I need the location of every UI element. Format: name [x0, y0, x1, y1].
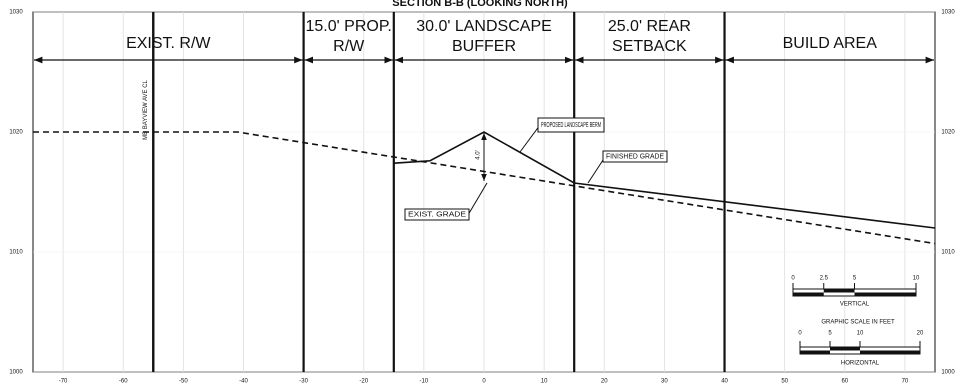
x-tick-label: 60: [841, 379, 848, 385]
scale-label: VERTICAL: [840, 302, 870, 308]
scale-label: HORIZONTAL: [841, 361, 880, 367]
scale-tick-label: 2.5: [820, 276, 829, 282]
scale-tick-label: 10: [913, 276, 920, 282]
title: SECTION B-B (LOOKING NORTH): [392, 0, 568, 9]
y-tick-label: 1030: [9, 10, 23, 16]
x-tick-label: -40: [239, 379, 248, 385]
berm-height: 4.0': [476, 150, 482, 160]
y-tick-label: 1020: [9, 130, 23, 136]
scale-title: GRAPHIC SCALE IN FEET: [821, 320, 895, 326]
callout-box: [404, 208, 470, 221]
zone-label: R/W: [333, 38, 365, 55]
leader: [467, 182, 488, 216]
y-tick-label: 1000: [941, 370, 955, 376]
scale-bar-fill: [793, 292, 824, 296]
scale-bar-fill: [860, 350, 920, 354]
scale-tick-label: 0: [791, 276, 795, 282]
scale-bar-fill: [823, 289, 855, 293]
zone-label: 25.0' REAR: [608, 18, 691, 35]
berm-label: PROPOSED LANDSCAPE BERM: [541, 122, 601, 129]
y-tick-label: 1010: [941, 250, 955, 256]
scale-bar-fill: [800, 350, 830, 354]
zone-label: 30.0' LANDSCAPE: [416, 18, 552, 35]
x-tick-label: -60: [119, 379, 128, 385]
exist-grade-label: EXIST. GRADE: [408, 211, 466, 218]
y-tick-label: 1020: [941, 130, 955, 136]
callout-box: [537, 117, 605, 133]
grade-line: [33, 131, 936, 245]
x-tick-label: 70: [902, 379, 909, 385]
x-tick-label: 0: [482, 379, 486, 385]
x-tick-label: 40: [721, 379, 728, 385]
x-tick-label: -50: [179, 379, 188, 385]
scale-tick-label: 20: [917, 331, 924, 337]
zone-label: EXIST. R/W: [126, 35, 211, 52]
x-tick-label: 50: [781, 379, 788, 385]
scale-tick-label: 5: [853, 276, 857, 282]
zone-label: BUFFER: [452, 38, 516, 55]
callout-box: [602, 150, 668, 163]
zone-label: 15.0' PROP.: [306, 18, 392, 35]
zone-label: BUILD AREA: [783, 35, 878, 52]
x-tick-label: 20: [601, 379, 608, 385]
scale-tick-label: 0: [798, 331, 802, 337]
x-tick-label: -10: [420, 379, 429, 385]
zone-label: SETBACK: [612, 38, 687, 55]
scale-bar-fill: [830, 347, 860, 351]
y-tick-label: 1010: [9, 250, 23, 256]
finished-grade-label: FINISHED GRADE: [606, 153, 664, 160]
leader: [519, 124, 541, 153]
scale-tick-label: 10: [857, 331, 864, 337]
x-tick-label: 30: [661, 379, 668, 385]
scale-bar-fill: [854, 292, 916, 296]
y-tick-label: 1030: [941, 10, 955, 16]
grade-line: [393, 131, 936, 229]
centerline-label: MB BAYVIEW AVE CL: [143, 79, 149, 139]
scale-tick-label: 5: [828, 331, 832, 337]
y-tick-label: 1000: [9, 370, 23, 376]
leader: [587, 156, 606, 184]
x-tick-label: 10: [541, 379, 548, 385]
x-tick-label: -30: [299, 379, 308, 385]
x-tick-label: -20: [359, 379, 368, 385]
x-tick-label: -70: [59, 379, 68, 385]
